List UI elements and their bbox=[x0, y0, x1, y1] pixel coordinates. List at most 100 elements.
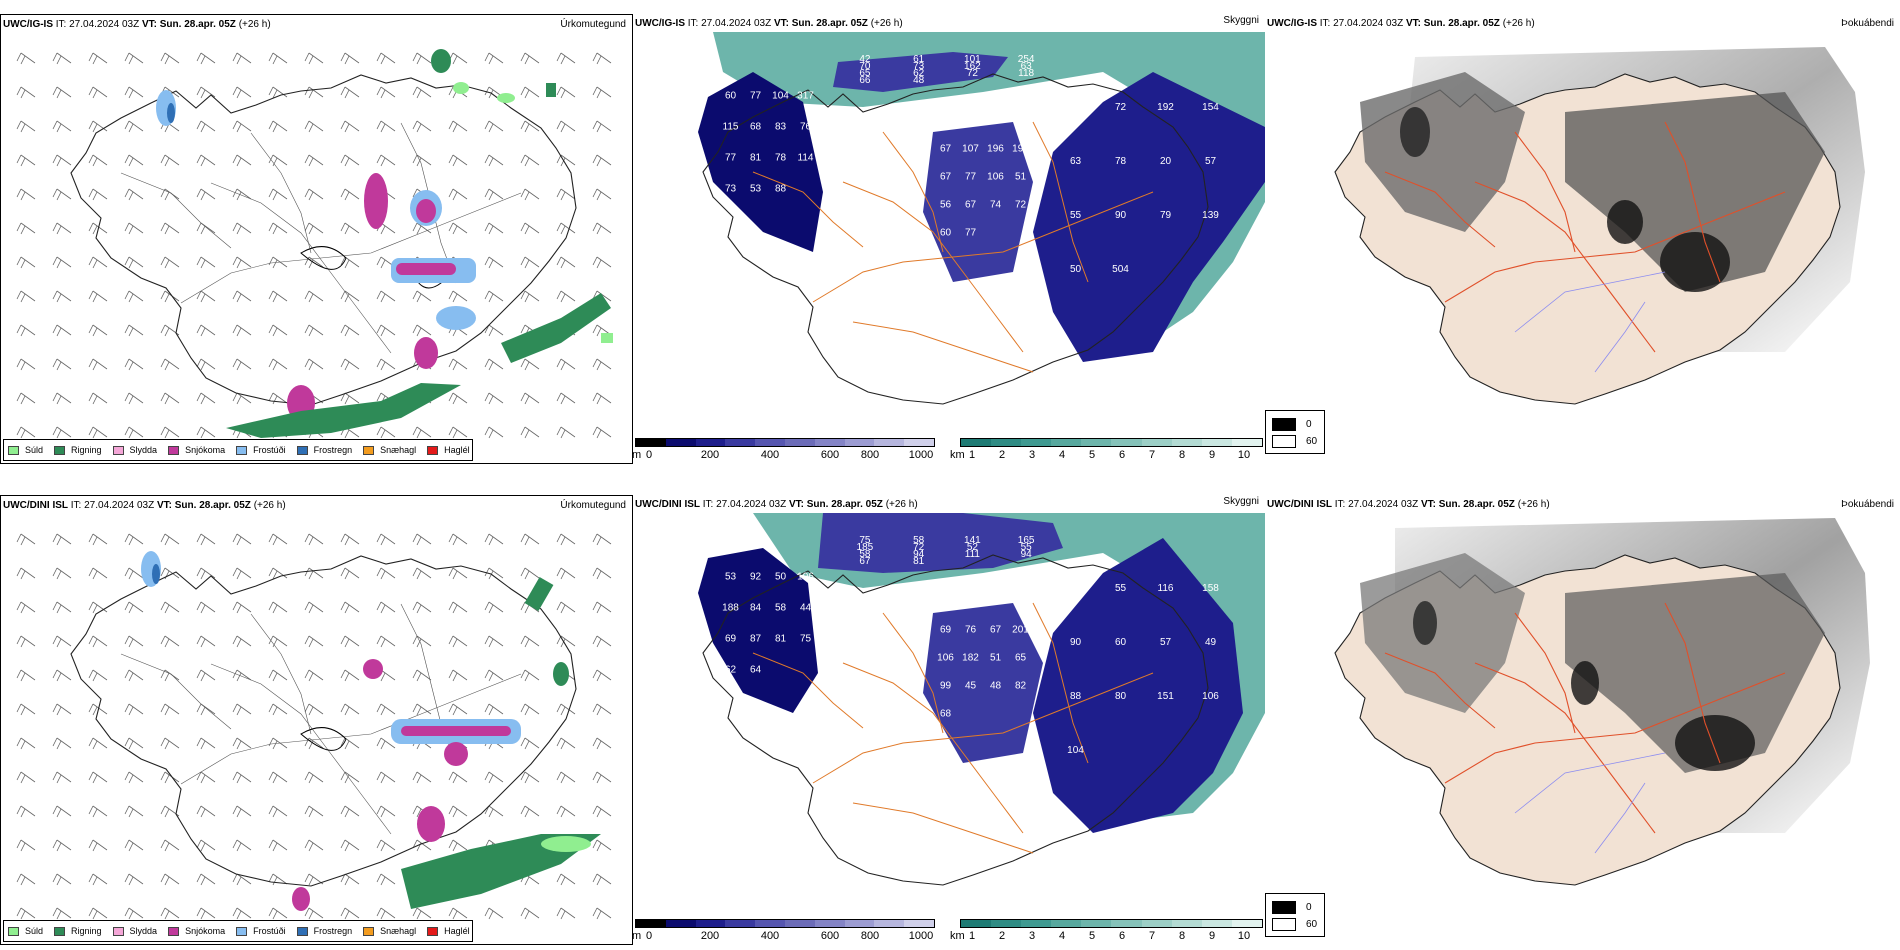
wind-barb bbox=[340, 635, 360, 648]
wind-barb bbox=[268, 222, 288, 235]
legend-label: Haglél bbox=[444, 445, 470, 455]
wind-barb bbox=[232, 839, 252, 852]
wind-barb bbox=[448, 358, 468, 371]
fog-map bbox=[1334, 47, 1865, 405]
visibility-value-label: 66 bbox=[859, 75, 871, 86]
wind-barb bbox=[160, 907, 180, 920]
visibility-value-label: 141 bbox=[964, 535, 981, 546]
wind-barb bbox=[448, 52, 468, 65]
wind-barb bbox=[412, 86, 432, 99]
lead-time: (+26 h) bbox=[885, 499, 918, 510]
visibility-value-label: 64 bbox=[750, 665, 762, 676]
visibility-value-label: 192 bbox=[1157, 102, 1174, 113]
scale-tick: 3 bbox=[1028, 449, 1036, 461]
wind-barb bbox=[232, 256, 252, 269]
vt-value: Sun. 28.apr. 05Z bbox=[791, 18, 868, 29]
scale-tick: 400 bbox=[760, 930, 780, 942]
lead-time: (+26 h) bbox=[1502, 18, 1535, 29]
wind-barb bbox=[484, 188, 504, 201]
wind-barb bbox=[304, 154, 324, 167]
wind-barb bbox=[448, 635, 468, 648]
wind-barb bbox=[556, 771, 576, 784]
wind-barb bbox=[340, 567, 360, 580]
legend-label: Rigning bbox=[71, 926, 102, 936]
it-value: 27.04.2024 03Z bbox=[1348, 499, 1419, 510]
visibility-field-m bbox=[698, 548, 818, 713]
it-label: IT: bbox=[55, 19, 67, 30]
visibility-value-label: 62 bbox=[725, 665, 737, 676]
scale-tick: 9 bbox=[1208, 449, 1216, 461]
wind-barb bbox=[376, 839, 396, 852]
legend-item-snjokoma: Snjókoma bbox=[168, 445, 225, 455]
wind-barb bbox=[232, 188, 252, 201]
wind-barb bbox=[52, 635, 72, 648]
wind-barb bbox=[88, 290, 108, 303]
wind-barb bbox=[556, 392, 576, 405]
legend-item-snaehagl: Snæhagl bbox=[363, 926, 416, 936]
scale-tick: 5 bbox=[1088, 449, 1096, 461]
wind-barb bbox=[16, 222, 36, 235]
wind-barb bbox=[88, 324, 108, 337]
visibility-value-label: 69 bbox=[725, 634, 737, 645]
fog-field-black bbox=[1607, 200, 1643, 244]
wind-barb bbox=[340, 703, 360, 716]
wind-barb bbox=[232, 222, 252, 235]
it-label: IT: bbox=[687, 18, 699, 29]
fog-field-dark bbox=[1565, 92, 1825, 292]
legend-label: Frostúði bbox=[253, 445, 286, 455]
wind-barb bbox=[520, 907, 540, 920]
visibility-value-label: 72 bbox=[1115, 102, 1127, 113]
visibility-field-m bbox=[923, 122, 1033, 282]
wind-barb bbox=[484, 601, 504, 614]
visibility-value-label: 77 bbox=[750, 91, 762, 102]
wind-barb bbox=[412, 222, 432, 235]
legend-item-snjokoma: Snjókoma bbox=[168, 926, 225, 936]
legend-item-frostregn: Frostregn bbox=[296, 926, 352, 936]
wind-barb bbox=[232, 120, 252, 133]
wind-barb bbox=[160, 358, 180, 371]
wind-barb bbox=[340, 324, 360, 337]
scale-tick: 8 bbox=[1178, 449, 1186, 461]
visibility-value-label: 87 bbox=[750, 634, 762, 645]
wind-barb bbox=[268, 188, 288, 201]
vt-value: Sun. 28.apr. 05Z bbox=[1438, 499, 1515, 510]
visibility-value-label: 52 bbox=[967, 542, 979, 553]
wind-barb bbox=[556, 222, 576, 235]
visibility-value-label: 51 bbox=[990, 653, 1002, 664]
lead-time: (+26 h) bbox=[253, 500, 286, 511]
scale-bar bbox=[635, 438, 935, 447]
wind-barb bbox=[304, 669, 324, 682]
legend-swatch bbox=[363, 926, 375, 936]
wind-barb bbox=[88, 392, 108, 405]
visibility-value-label: 67 bbox=[940, 144, 952, 155]
wind-barb bbox=[196, 120, 216, 133]
wind-barb bbox=[124, 188, 144, 201]
wind-barb bbox=[160, 703, 180, 716]
wind-barb bbox=[520, 635, 540, 648]
wind-barb bbox=[52, 669, 72, 682]
lead-time: (+26 h) bbox=[870, 18, 903, 29]
vt-value: Sun. 28.apr. 05Z bbox=[806, 499, 883, 510]
wind-barb bbox=[592, 256, 612, 269]
wind-barb bbox=[160, 839, 180, 852]
wind-barb bbox=[520, 222, 540, 235]
wind-barb bbox=[484, 426, 504, 439]
visibility-value-label: 92 bbox=[750, 572, 762, 583]
fog-field-dark bbox=[1360, 72, 1525, 232]
vt-label: VT: bbox=[788, 499, 804, 510]
wind-barb bbox=[268, 635, 288, 648]
visibility-value-label: 44 bbox=[800, 603, 812, 614]
fog-panel-row2: UWC/DINI ISL IT: 27.04.2024 03Z VT: Sun.… bbox=[1265, 495, 1900, 945]
vt-label: VT: bbox=[156, 500, 172, 511]
wind-barb bbox=[124, 567, 144, 580]
wind-barb bbox=[124, 290, 144, 303]
visibility-value-label: 57 bbox=[1205, 156, 1217, 167]
visibility-value-label: 58 bbox=[913, 535, 925, 546]
lead-time: (+26 h) bbox=[1517, 499, 1550, 510]
fog-field-black bbox=[1660, 232, 1730, 292]
wind-barb bbox=[556, 907, 576, 920]
wind-barb bbox=[88, 222, 108, 235]
visibility-value-label: 73 bbox=[913, 61, 925, 72]
wind-barb bbox=[376, 873, 396, 886]
wind-barb bbox=[196, 669, 216, 682]
